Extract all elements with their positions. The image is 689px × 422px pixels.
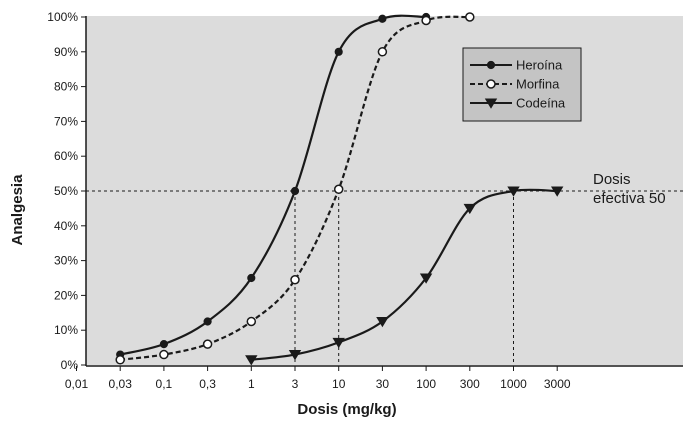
- data-point: [421, 15, 431, 26]
- legend-items: Heroína Morfina Codeína: [470, 58, 566, 111]
- x-axis-title: Dosis (mg/kg): [297, 401, 396, 418]
- plot-area: [86, 16, 683, 365]
- legend-marker: [486, 79, 496, 89]
- data-point: [334, 47, 343, 56]
- data-point: [290, 186, 300, 196]
- x-tick-label: 0,01: [65, 377, 89, 391]
- data-point: [507, 186, 520, 197]
- ed50-label-line-2: efectiva 50: [593, 190, 666, 207]
- series-1: [116, 12, 431, 359]
- x-tick-label: 3000: [544, 377, 571, 391]
- data-point: [159, 349, 169, 360]
- series-line: [119, 14, 427, 356]
- x-tick-label: 30: [376, 377, 390, 391]
- legend-box: [462, 47, 582, 122]
- data-point: [202, 339, 213, 349]
- x-tick-label: 300: [460, 377, 480, 391]
- ed50-label-line-1: Dosis: [593, 171, 631, 188]
- legend-label: Codeína: [516, 96, 566, 111]
- data-point: [378, 14, 387, 23]
- series-3: [245, 186, 564, 366]
- data-point: [463, 203, 477, 215]
- data-point: [419, 273, 433, 284]
- y-tick-label: 70%: [54, 114, 78, 128]
- data-point: [290, 274, 300, 285]
- y-tick-label: 90%: [54, 45, 78, 59]
- y-tick-label: 20%: [54, 288, 78, 302]
- x-tick-label: 10: [332, 377, 346, 391]
- x-tick-label: 100: [416, 377, 436, 391]
- legend-marker: [484, 98, 498, 109]
- x-tick-label: 0,3: [199, 377, 216, 391]
- y-tick-label: 30%: [54, 254, 78, 268]
- legend: Heroína Morfina Codeína: [462, 47, 582, 122]
- data-point: [288, 350, 302, 361]
- series-layer: [115, 12, 564, 366]
- data-point: [332, 337, 345, 349]
- y-tick-label: 80%: [54, 80, 78, 94]
- y-tick-label: 0%: [61, 358, 79, 372]
- x-tick-label: 1000: [500, 377, 527, 391]
- data-point: [247, 273, 256, 283]
- legend-label: Heroína: [516, 58, 563, 73]
- y-tick-label: 60%: [54, 149, 78, 163]
- legend-label: Morfina: [516, 77, 560, 92]
- series-line: [120, 15, 470, 361]
- annotations: Dosis efectiva 50: [593, 171, 666, 207]
- y-tick-label: 10%: [54, 323, 78, 337]
- y-tick-label: 50%: [54, 184, 78, 198]
- tick-labels: 0,01 0,03 0,1 0,3 1 3 10 30 100 300 1000 3000 0% 10% 2…: [47, 10, 571, 391]
- data-point: [245, 355, 258, 366]
- data-point: [333, 184, 344, 195]
- series-line: [251, 188, 558, 361]
- x-tick-label: 0,1: [156, 377, 173, 391]
- data-point: [159, 340, 168, 349]
- data-point: [376, 316, 389, 328]
- x-tick-label: 0,03: [109, 377, 133, 391]
- data-point: [115, 355, 125, 365]
- y-axis-title: Analgesia: [9, 174, 26, 246]
- data-point: [550, 186, 564, 197]
- data-point: [377, 47, 388, 57]
- y-tick-label: 40%: [54, 219, 78, 233]
- x-tick-label: 1: [248, 377, 255, 391]
- data-point: [246, 316, 257, 327]
- y-tick-label: 100%: [47, 10, 78, 24]
- series-2: [115, 12, 475, 365]
- data-point: [465, 12, 475, 22]
- legend-marker: [486, 60, 496, 70]
- x-tick-label: 3: [292, 377, 299, 391]
- data-point: [203, 317, 212, 326]
